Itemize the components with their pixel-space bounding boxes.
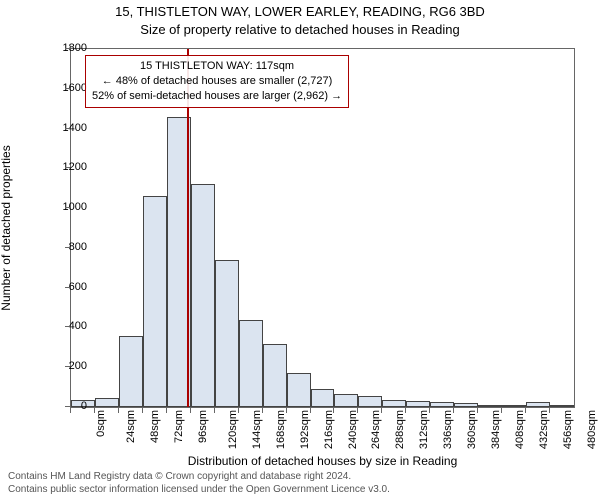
annotation-box: 15 THISTLETON WAY: 117sqm← 48% of detach… — [85, 55, 349, 108]
x-tick-label: 96sqm — [197, 410, 209, 443]
x-tick-mark — [381, 408, 382, 413]
annotation-line: ← 48% of detached houses are smaller (2,… — [92, 74, 342, 89]
x-tick-mark — [405, 408, 406, 413]
x-tick-label: 0sqm — [95, 410, 107, 437]
histogram-bar — [143, 196, 167, 407]
x-tick-mark — [118, 408, 119, 413]
x-tick-label: 48sqm — [149, 410, 161, 443]
y-tick-mark — [65, 247, 70, 248]
x-tick-mark — [310, 408, 311, 413]
annotation-line: 52% of semi-detached houses are larger (… — [92, 89, 342, 104]
x-tick-mark — [262, 408, 263, 413]
x-tick-label: 456sqm — [562, 410, 574, 449]
histogram-bar — [287, 373, 311, 407]
x-tick-mark — [94, 408, 95, 413]
x-tick-label: 144sqm — [251, 410, 263, 449]
footer-attribution: Contains HM Land Registry data © Crown c… — [8, 471, 592, 496]
x-tick-mark — [166, 408, 167, 413]
page-title-line1: 15, THISTLETON WAY, LOWER EARLEY, READIN… — [0, 4, 600, 19]
x-tick-mark — [525, 408, 526, 413]
page-title-line2: Size of property relative to detached ho… — [0, 22, 600, 37]
y-tick-mark — [65, 88, 70, 89]
y-tick-mark — [65, 207, 70, 208]
y-tick-mark — [65, 326, 70, 327]
histogram-bar — [550, 405, 574, 407]
x-tick-mark — [190, 408, 191, 413]
x-tick-mark — [142, 408, 143, 413]
histogram-bar — [334, 394, 358, 407]
histogram-bar — [382, 400, 406, 407]
x-tick-mark — [214, 408, 215, 413]
x-tick-label: 432sqm — [538, 410, 550, 449]
histogram-bar — [191, 184, 215, 407]
x-tick-label: 240sqm — [347, 410, 359, 449]
y-tick-mark — [65, 128, 70, 129]
x-tick-label: 192sqm — [299, 410, 311, 449]
histogram-bar — [358, 396, 382, 407]
x-tick-label: 288sqm — [395, 410, 407, 449]
y-tick-mark — [65, 406, 70, 407]
histogram-bar — [95, 398, 119, 407]
x-tick-mark — [429, 408, 430, 413]
histogram-bar — [119, 336, 143, 407]
x-tick-label: 336sqm — [442, 410, 454, 449]
x-tick-label: 480sqm — [586, 410, 598, 449]
x-tick-label: 216sqm — [323, 410, 335, 449]
x-tick-mark — [238, 408, 239, 413]
annotation-line: 15 THISTLETON WAY: 117sqm — [92, 59, 342, 74]
histogram-bar — [454, 403, 478, 407]
y-tick-mark — [65, 167, 70, 168]
x-tick-mark — [357, 408, 358, 413]
x-tick-mark — [549, 408, 550, 413]
histogram-bar — [239, 320, 263, 408]
x-tick-label: 72sqm — [173, 410, 185, 443]
x-tick-label: 312sqm — [419, 410, 431, 449]
y-tick-mark — [65, 48, 70, 49]
histogram-bar — [478, 405, 502, 407]
footer-line1: Contains HM Land Registry data © Crown c… — [8, 471, 592, 484]
y-tick-mark — [65, 287, 70, 288]
histogram-bar — [406, 401, 430, 407]
x-tick-mark — [70, 408, 71, 413]
footer-line2: Contains public sector information licen… — [8, 484, 592, 497]
x-tick-label: 168sqm — [275, 410, 287, 449]
histogram-bar — [263, 344, 287, 407]
x-tick-mark — [501, 408, 502, 413]
histogram-bar — [526, 402, 550, 407]
y-axis-label: Number of detached properties — [0, 145, 13, 310]
x-tick-label: 264sqm — [371, 410, 383, 449]
x-tick-label: 384sqm — [490, 410, 502, 449]
x-tick-mark — [286, 408, 287, 413]
histogram-bar — [430, 402, 454, 407]
x-axis-label: Distribution of detached houses by size … — [70, 454, 575, 468]
x-tick-label: 120sqm — [227, 410, 239, 449]
x-tick-mark — [477, 408, 478, 413]
x-tick-label: 360sqm — [466, 410, 478, 449]
histogram-bar — [215, 260, 239, 407]
x-tick-label: 408sqm — [514, 410, 526, 449]
histogram-bar — [502, 405, 526, 407]
y-tick-mark — [65, 366, 70, 367]
x-tick-mark — [453, 408, 454, 413]
x-tick-label: 24sqm — [125, 410, 137, 443]
histogram-bar — [311, 389, 335, 407]
x-tick-mark — [333, 408, 334, 413]
